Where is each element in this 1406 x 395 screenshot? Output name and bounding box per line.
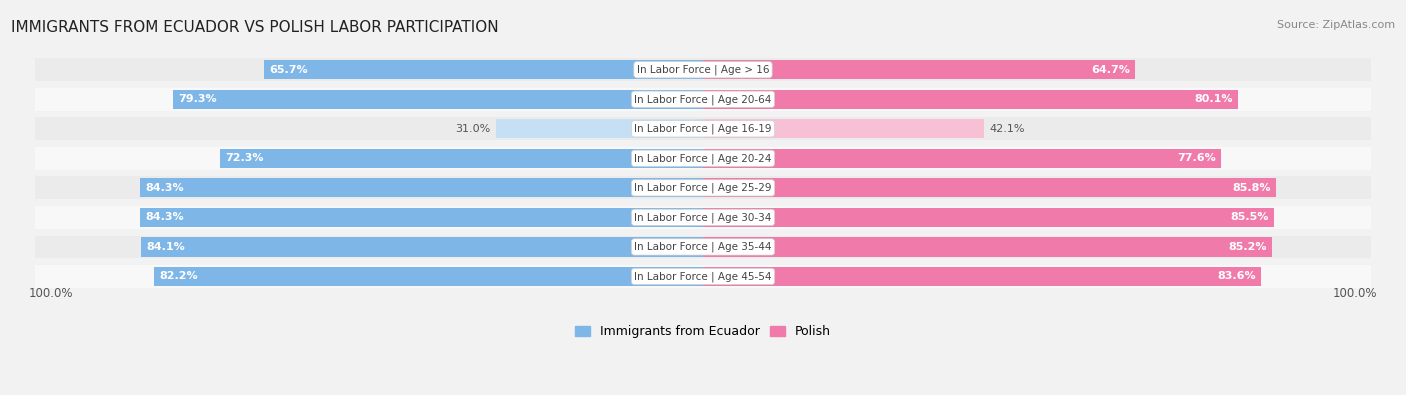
Text: 85.5%: 85.5% [1230,213,1268,222]
Bar [703,90,1239,109]
Bar [153,267,703,286]
Bar [703,237,1272,256]
Text: 100.0%: 100.0% [28,287,73,300]
Bar [141,178,703,198]
Text: In Labor Force | Age 20-64: In Labor Force | Age 20-64 [634,94,772,105]
Bar [35,58,1371,81]
Bar [264,60,703,79]
Bar [35,147,1371,170]
Text: 84.3%: 84.3% [145,213,184,222]
Text: 79.3%: 79.3% [179,94,218,104]
Text: In Labor Force | Age > 16: In Labor Force | Age > 16 [637,64,769,75]
Bar [703,178,1277,198]
Text: 72.3%: 72.3% [225,153,264,163]
Bar [703,267,1261,286]
Bar [35,235,1371,258]
Bar [496,119,703,138]
Bar [703,208,1274,227]
Bar [221,149,703,168]
Text: 65.7%: 65.7% [270,65,308,75]
Text: 31.0%: 31.0% [456,124,491,134]
Bar [703,60,1135,79]
Text: In Labor Force | Age 30-34: In Labor Force | Age 30-34 [634,212,772,223]
Text: 77.6%: 77.6% [1177,153,1216,163]
Bar [173,90,703,109]
Text: Source: ZipAtlas.com: Source: ZipAtlas.com [1277,20,1395,30]
Text: 82.2%: 82.2% [159,271,198,282]
Text: 85.2%: 85.2% [1229,242,1267,252]
Text: In Labor Force | Age 35-44: In Labor Force | Age 35-44 [634,242,772,252]
Text: 42.1%: 42.1% [990,124,1025,134]
Bar [35,117,1371,140]
Bar [35,177,1371,199]
Bar [703,149,1222,168]
Bar [35,206,1371,229]
Text: 84.1%: 84.1% [146,242,186,252]
Text: 100.0%: 100.0% [1333,287,1378,300]
Text: In Labor Force | Age 45-54: In Labor Force | Age 45-54 [634,271,772,282]
Text: 84.3%: 84.3% [145,183,184,193]
Text: 80.1%: 80.1% [1194,94,1233,104]
Bar [703,119,984,138]
Text: IMMIGRANTS FROM ECUADOR VS POLISH LABOR PARTICIPATION: IMMIGRANTS FROM ECUADOR VS POLISH LABOR … [11,20,499,35]
Bar [35,265,1371,288]
Legend: Immigrants from Ecuador, Polish: Immigrants from Ecuador, Polish [569,320,837,343]
Text: In Labor Force | Age 25-29: In Labor Force | Age 25-29 [634,182,772,193]
Bar [35,88,1371,111]
Bar [141,237,703,256]
Text: In Labor Force | Age 20-24: In Labor Force | Age 20-24 [634,153,772,164]
Text: In Labor Force | Age 16-19: In Labor Force | Age 16-19 [634,124,772,134]
Text: 83.6%: 83.6% [1218,271,1256,282]
Text: 85.8%: 85.8% [1232,183,1271,193]
Bar [141,208,703,227]
Text: 64.7%: 64.7% [1091,65,1130,75]
